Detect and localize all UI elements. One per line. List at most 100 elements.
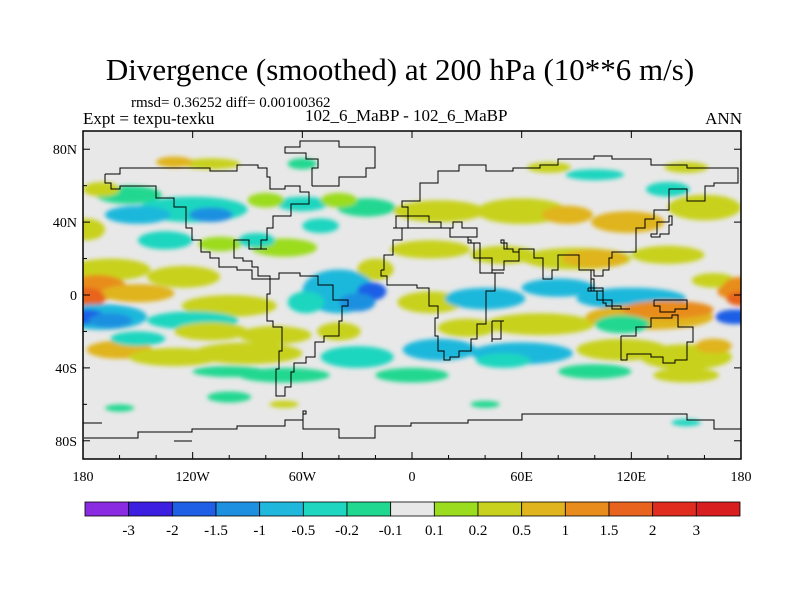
field-blob (146, 265, 221, 288)
field-blob (110, 331, 166, 347)
field-blob (594, 315, 650, 334)
colorbar-swatch (215, 501, 261, 517)
coastlines (83, 140, 741, 442)
field-blob (338, 293, 376, 312)
field-blob (565, 169, 624, 181)
field-blob (287, 291, 325, 314)
field-blob (287, 158, 317, 170)
field-blob (722, 309, 741, 325)
field-blob (393, 200, 486, 223)
colorbar-label: 2 (649, 523, 657, 539)
field-blob (156, 156, 193, 168)
field-blob (320, 192, 358, 208)
colorbar-swatch (608, 501, 654, 517)
field-blob (105, 404, 135, 412)
field-blob (83, 287, 105, 310)
field-blob (238, 326, 312, 345)
field-blob (390, 240, 471, 259)
field-blob (444, 287, 526, 310)
coastline-segment (393, 155, 739, 292)
field-blob (88, 313, 133, 328)
coastline-segment (284, 140, 376, 187)
y-tick-label: 0 (70, 289, 77, 304)
x-tick-label: 60E (510, 470, 533, 485)
field-blob (664, 161, 709, 173)
field-blob (137, 231, 193, 250)
colorbar-swatch (259, 501, 304, 517)
field-blob (527, 161, 571, 173)
colorbar-label: 1.5 (600, 523, 619, 539)
field-blob (561, 249, 628, 268)
coastline-segment (266, 272, 349, 397)
colorbar-swatch (564, 501, 610, 517)
field-blob (247, 192, 285, 208)
axes: 180 120W 60W 0 60E 120E 180 80N 40N 0 40S 80S (53, 131, 752, 485)
field-blob (646, 182, 690, 197)
field-blob (207, 391, 252, 403)
colorbar-label: -1 (253, 523, 266, 539)
field-blob (192, 342, 303, 365)
field-blob (320, 346, 394, 368)
field-blob (470, 245, 537, 264)
field-blob (402, 338, 476, 361)
colorbar-label: 0.2 (469, 523, 488, 539)
coastline-segment (491, 320, 504, 342)
field-blob (192, 366, 266, 377)
coastline-segment (653, 299, 688, 313)
field-blob (485, 313, 595, 336)
field-blob (476, 353, 531, 368)
colorbar: -3 -2 -1.5 -1 -0.5 -0.2 -0.1 0.1 0.2 0.5 1 1.5 2 3 (84, 501, 741, 539)
field-blob (357, 258, 394, 281)
colorbar-swatch (477, 501, 523, 517)
colorbar-label: -0.1 (379, 523, 403, 539)
coastline-segment (104, 164, 310, 280)
y-tick-label: 80S (55, 435, 77, 450)
y-tick-label: 40S (55, 362, 77, 377)
divergence-field (83, 156, 741, 427)
season-label: ANN (705, 109, 742, 128)
colorbar-label: 3 (693, 523, 701, 539)
colorbar-swatch (695, 501, 741, 517)
colorbar-swatch (433, 501, 479, 517)
field-blob (667, 194, 741, 221)
field-blob (695, 338, 732, 354)
rmsd-diff-stats: rmsd= 0.36252 diff= 0.00100362 (131, 95, 331, 111)
chart-title: Divergence (smoothed) at 200 hPa (10**6 … (105, 52, 695, 87)
x-tick-label: 180 (731, 470, 752, 485)
x-tick-label: 180 (73, 470, 94, 485)
experiment-label: Expt = texpu-texku (83, 109, 215, 128)
field-blob (269, 400, 299, 408)
colorbar-label: -0.2 (335, 523, 359, 539)
field-blob (470, 400, 500, 408)
field-blob (189, 207, 233, 223)
field-blob (558, 364, 632, 379)
field-blob (591, 211, 665, 234)
field-blob (181, 295, 277, 317)
colorbar-label: -1.5 (204, 523, 228, 539)
colorbar-swatch (390, 501, 435, 517)
x-tick-label: 0 (409, 470, 416, 485)
colorbar-label: -3 (122, 523, 135, 539)
field-blob (181, 158, 241, 170)
coastline-segment (620, 314, 694, 364)
x-tick-label: 120E (617, 470, 647, 485)
y-tick-label: 80N (53, 143, 77, 158)
field-blob (541, 205, 594, 224)
colorbar-label: -0.5 (291, 523, 315, 539)
coastline-segment (587, 287, 630, 310)
field-blob (302, 218, 339, 234)
colorbar-swatch (84, 501, 130, 517)
colorbar-swatch (171, 501, 217, 517)
field-blob (622, 300, 714, 319)
colorbar-swatch (521, 501, 566, 517)
y-tick-label: 40N (53, 216, 77, 231)
colorbar-label: -2 (166, 523, 179, 539)
field-blob (174, 322, 248, 341)
colorbar-swatch (302, 501, 348, 517)
field-blob (83, 218, 105, 241)
colorbar-label: 1 (562, 523, 570, 539)
case-label: 102_6_MaBP - 102_6_MaBP (305, 106, 508, 125)
field-blob (238, 233, 275, 248)
colorbar-label: 0.5 (512, 523, 531, 539)
